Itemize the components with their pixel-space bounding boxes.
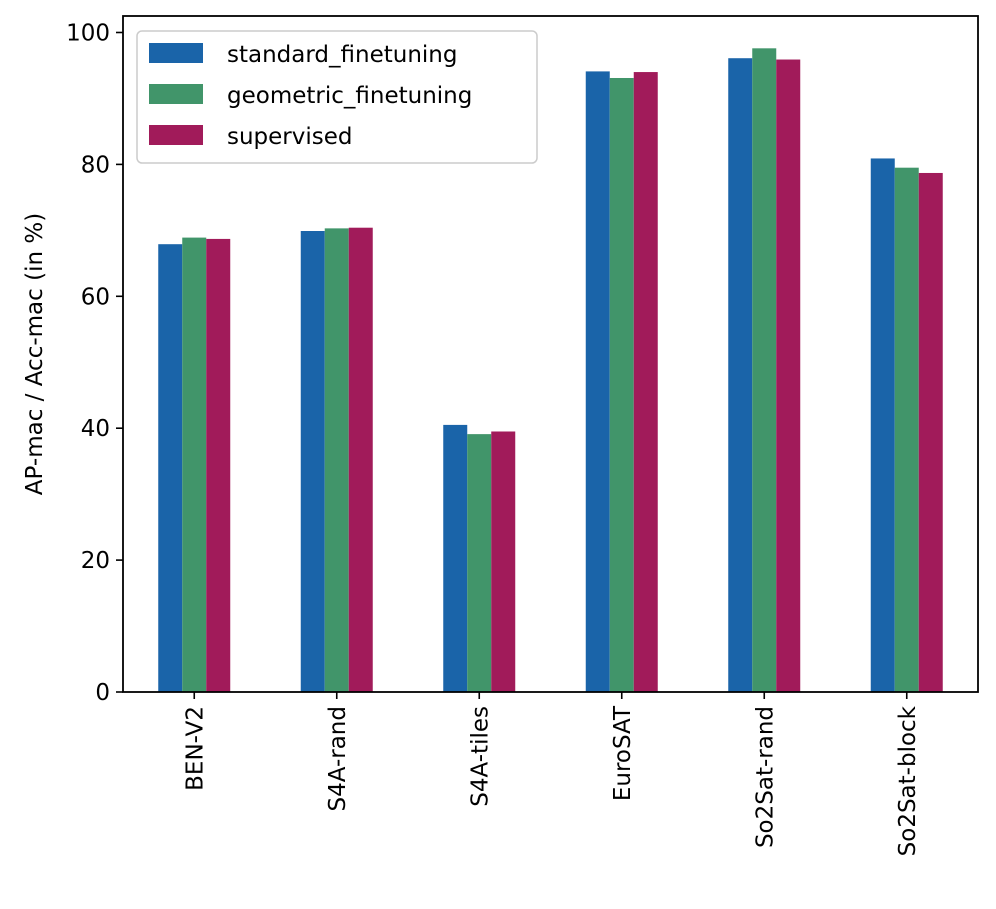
x-tick-label: So2Sat-block [895,705,921,856]
y-axis: 0 20 40 60 80 100 [66,20,123,706]
plot-frame [122,15,979,693]
legend-box [136,30,538,164]
legend-swatch-supervised [149,125,203,145]
legend-swatch-geometric_finetuning [149,84,203,104]
bar-geometric_finetuning-BEN-V2 [182,237,207,692]
bar-geometric_finetuning-S4A-rand [324,228,349,693]
bar-standard_finetuning-S4A-rand [300,231,325,692]
bar-standard_finetuning-BEN-V2 [158,244,183,692]
bar-standard_finetuning-EuroSAT [585,71,610,692]
bar-geometric_finetuning-S4A-tiles [467,434,492,692]
x-tick-label: EuroSAT [610,705,636,801]
legend-label-geometric_finetuning: geometric_finetuning [227,83,472,109]
bar-geometric_finetuning-EuroSAT [609,77,634,693]
legend-label-standard_finetuning: standard_finetuning [227,42,457,68]
y-tick-label: 20 [81,548,110,574]
bar-geometric_finetuning-So2Sat-block [894,167,919,692]
bars-layer [158,48,943,693]
bar-supervised-BEN-V2 [206,238,231,693]
x-tick-label: S4A-rand [325,706,351,812]
bar-supervised-S4A-rand [348,227,373,692]
bar-supervised-EuroSAT [633,72,658,692]
bar-supervised-So2Sat-block [918,172,943,693]
bar-standard_finetuning-So2Sat-block [870,158,895,692]
bar-supervised-So2Sat-rand [776,59,801,692]
y-axis-label: AP-mac / Acc-mac (in %) [22,213,48,495]
x-tick-label: S4A-tiles [467,706,493,807]
x-tick-label: So2Sat-rand [752,706,778,848]
legend-swatch-standard_finetuning [149,43,203,63]
legend-label-supervised: supervised [227,124,353,150]
bar-standard_finetuning-S4A-tiles [443,424,468,692]
x-axis: BEN-V2 S4A-rand S4A-tiles EuroSAT So2Sat-ran… [182,692,921,856]
y-tick-label: 0 [95,680,110,706]
x-tick-label: BEN-V2 [182,706,208,791]
legend: standard_finetuning geometric_finetunings… [136,30,538,164]
y-tick-label: 60 [81,284,110,310]
y-tick-label: 100 [66,20,110,46]
bar-geometric_finetuning-So2Sat-rand [752,48,777,692]
y-tick-label: 80 [81,152,110,178]
bar-supervised-S4A-tiles [491,431,516,692]
y-tick-label: 40 [81,416,110,442]
bar-standard_finetuning-So2Sat-rand [728,58,753,692]
